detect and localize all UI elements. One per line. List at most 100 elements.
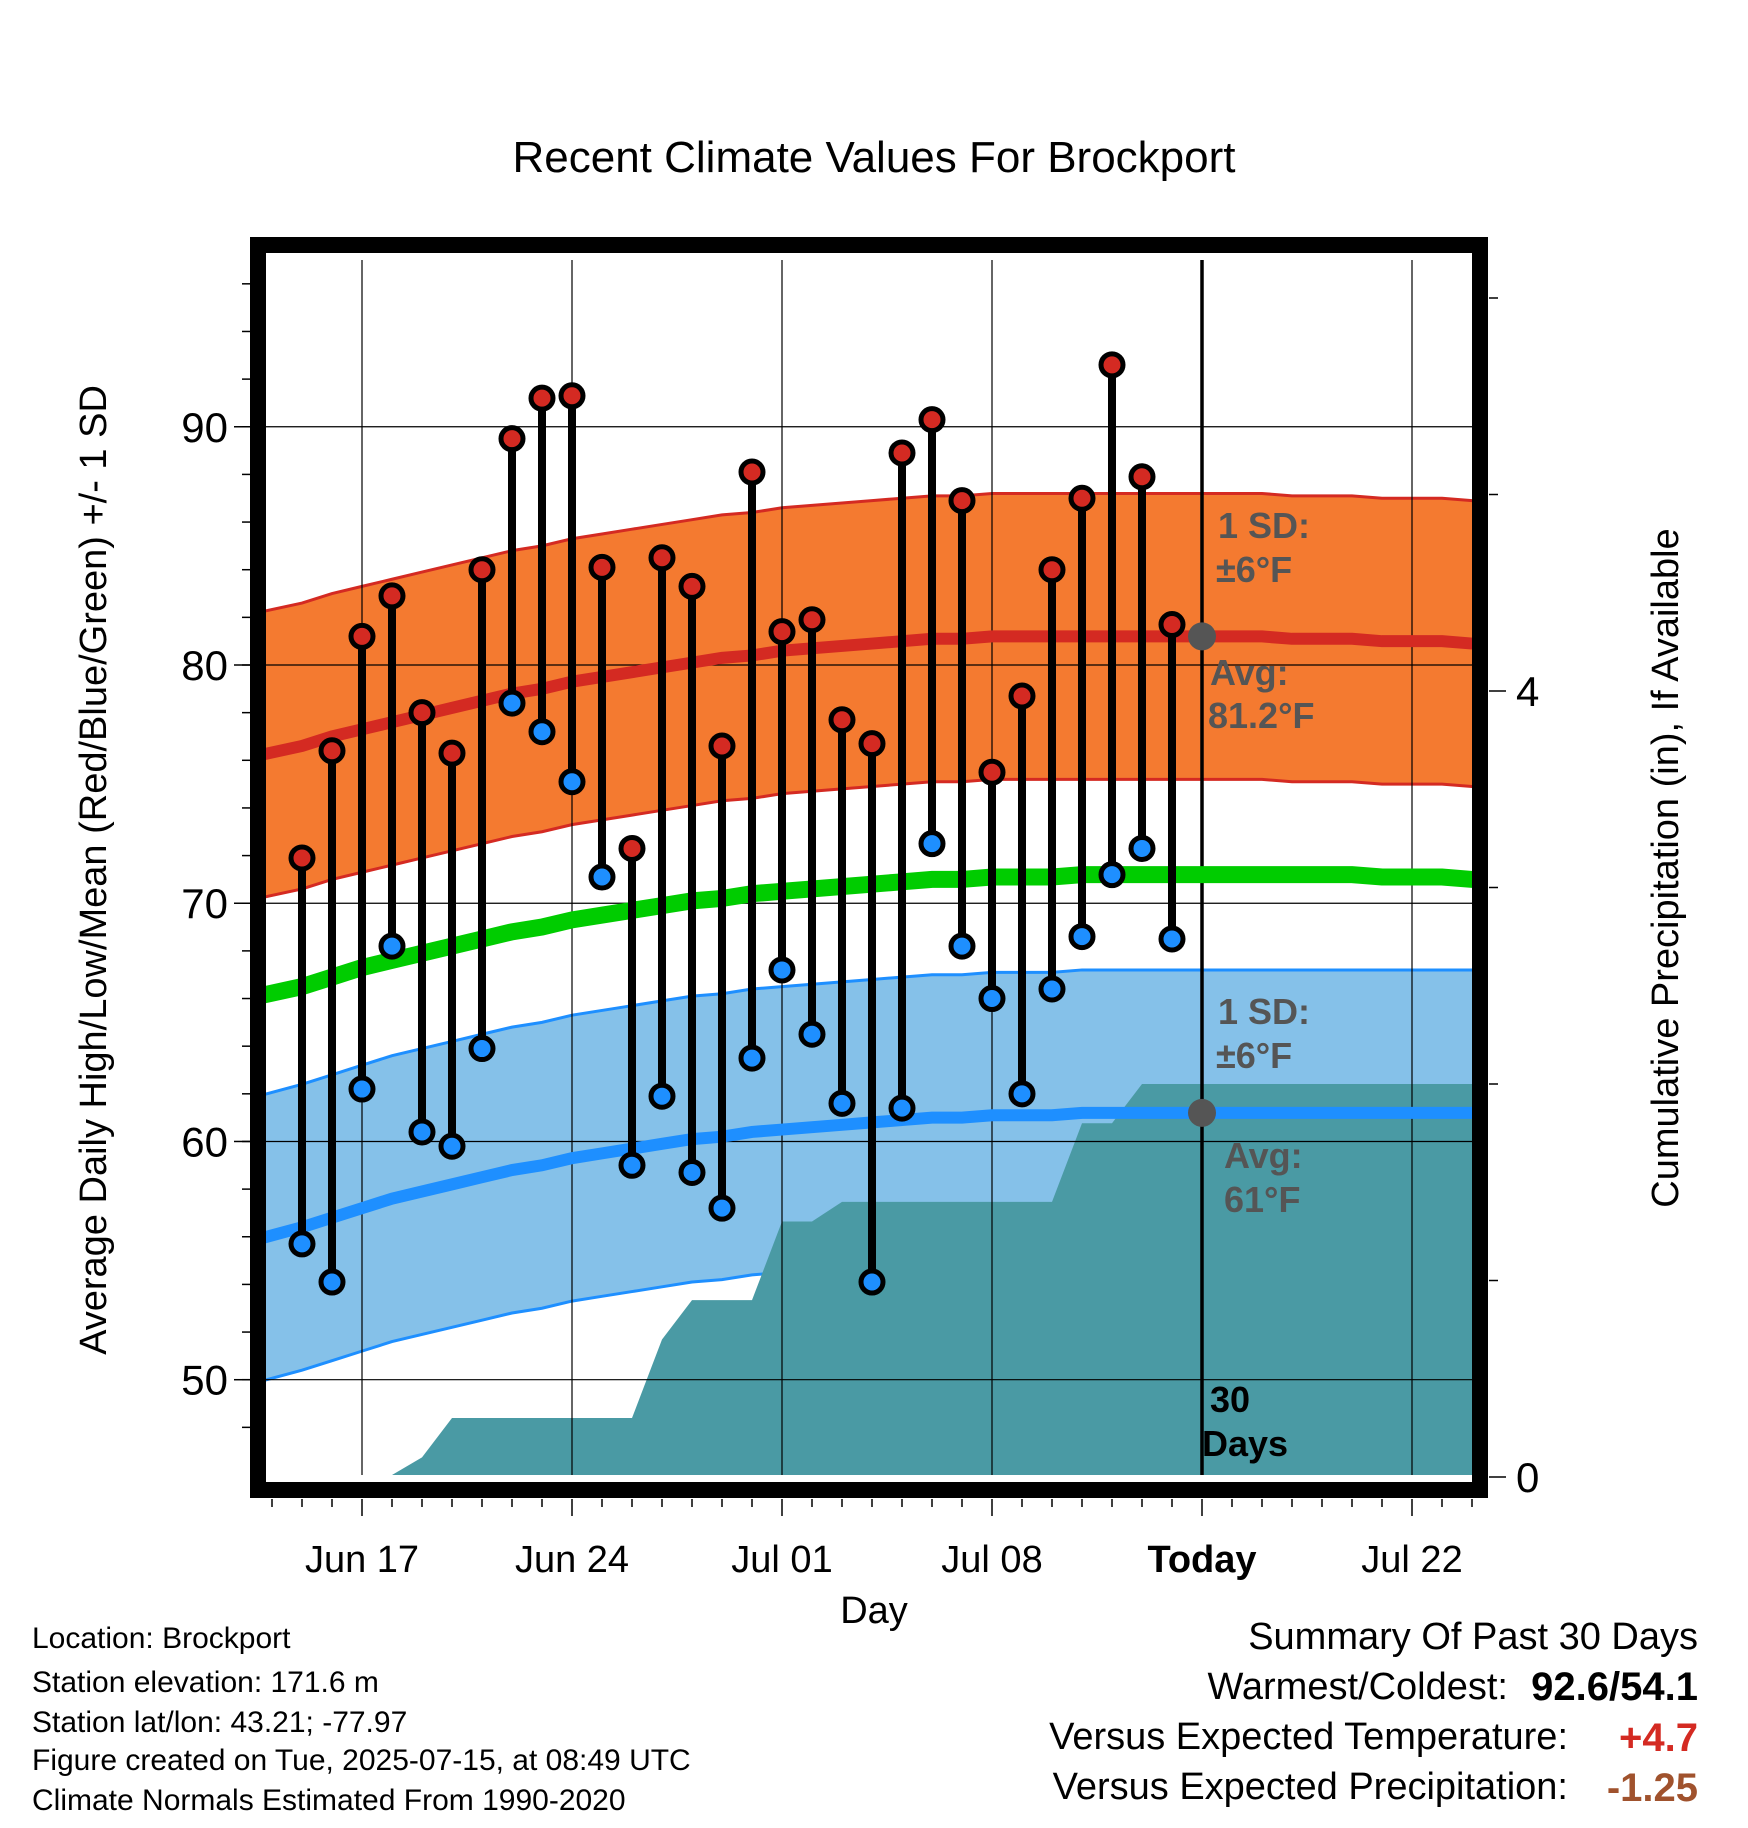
info-location: Location: Brockport — [32, 1622, 291, 1655]
observed-low-point — [798, 1020, 826, 1048]
info-latlon: Station lat/lon: 43.21; -77.97 — [32, 1706, 408, 1739]
high-avg-line — [258, 630, 1480, 762]
observed-low-point — [858, 1268, 886, 1296]
observed-low-point — [1158, 925, 1186, 953]
y-tick-label: 50 — [181, 1357, 228, 1404]
observed-low-point — [648, 1082, 676, 1110]
y-tick-label: 80 — [181, 642, 228, 689]
precip-annotation-days-label: Days — [1202, 1423, 1288, 1464]
high-sd-annotation-label: 1 SD: — [1218, 505, 1310, 546]
observed-high-point — [1098, 351, 1126, 379]
chart-title: Recent Climate Values For Brockport — [512, 133, 1235, 182]
high-avg-annotation-value: 81.2°F — [1208, 695, 1314, 736]
observed-high-point — [438, 739, 466, 767]
summary-temp-value: +4.7 — [1619, 1716, 1698, 1760]
x-axis-label: Day — [840, 1590, 908, 1632]
observed-low-point — [738, 1044, 766, 1072]
observed-high-point — [288, 844, 316, 872]
observed-high-point — [888, 439, 916, 467]
low-sd-upper-line — [258, 968, 1480, 1098]
observed-high-point — [798, 606, 826, 634]
precip-annotation-days-count: 30 — [1210, 1379, 1250, 1420]
observed-low-point — [558, 768, 586, 796]
observed-low-point — [498, 689, 526, 717]
info-normals: Climate Normals Estimated From 1990-2020 — [32, 1784, 626, 1817]
y-tick-label: 90 — [181, 404, 228, 451]
summary-title: Summary Of Past 30 Days — [1248, 1616, 1698, 1658]
high-sd-band — [258, 493, 1480, 899]
y-axis-label: Average Daily High/Low/Mean (Red/Blue/Gr… — [73, 385, 115, 1355]
low-avg-line — [258, 1106, 1480, 1245]
observed-high-point — [558, 382, 586, 410]
high-sd-lower-line — [258, 777, 1480, 900]
today-high-avg-marker — [1188, 622, 1216, 651]
summary-warmest-value: 92.6/54.1 — [1531, 1665, 1698, 1709]
observed-low-point — [348, 1075, 376, 1103]
observed-low-point — [408, 1118, 436, 1146]
observed-low-point — [1038, 975, 1066, 1003]
observed-high-point — [318, 737, 346, 765]
observed-high-point — [348, 622, 376, 650]
observed-low-point — [1098, 861, 1126, 889]
low-sd-annotation-value: ±6°F — [1216, 1035, 1292, 1076]
info-created: Figure created on Tue, 2025-07-15, at 08… — [32, 1744, 691, 1777]
observed-low-point — [918, 830, 946, 858]
observed-low-point — [768, 956, 796, 984]
observed-high-point — [1158, 611, 1186, 638]
summary-temp-label: Versus Expected Temperature: — [1049, 1716, 1568, 1758]
observed-low-point — [288, 1230, 316, 1258]
high-avg-annotation-label: Avg: — [1210, 652, 1289, 693]
observed-low-point — [588, 863, 616, 891]
observed-high-point — [978, 758, 1006, 786]
observed-low-point — [948, 932, 976, 960]
x-tick-label: Jul 08 — [941, 1539, 1042, 1581]
observed-low-point — [708, 1194, 736, 1222]
observed-high-point — [858, 730, 886, 758]
observed-high-point — [738, 458, 766, 486]
observed-low-point — [618, 1151, 646, 1179]
observed-high-point — [528, 384, 556, 412]
observed-low-point — [888, 1094, 916, 1122]
observed-low-point — [318, 1268, 346, 1296]
observed-high-point — [1008, 682, 1036, 710]
y2-axis-label: Cumulative Precipitation (in), If Availa… — [1645, 528, 1687, 1207]
observed-high-point — [828, 706, 856, 734]
observed-low-point — [1128, 834, 1156, 862]
observed-high-point — [468, 556, 496, 584]
observed-high-point — [918, 406, 946, 434]
y2-tick-label: 0 — [1516, 1454, 1539, 1501]
observed-low-point — [1008, 1080, 1036, 1108]
observed-high-point — [588, 553, 616, 581]
observed-low-point — [468, 1035, 496, 1063]
observed-high-point — [1068, 484, 1096, 512]
x-tick-label: Jun 24 — [515, 1539, 629, 1581]
observed-high-point — [678, 572, 706, 600]
low-sd-annotation-label: 1 SD: — [1218, 991, 1310, 1032]
observed-high-point — [648, 544, 676, 572]
observed-low-point — [978, 985, 1006, 1013]
observed-low-point — [1068, 923, 1096, 951]
observed-high-point — [378, 582, 406, 610]
y-tick-label: 70 — [181, 880, 228, 927]
high-sd-annotation-value: ±6°F — [1216, 549, 1292, 590]
observed-low-point — [378, 932, 406, 960]
x-tick-label: Jun 17 — [305, 1539, 419, 1581]
low-avg-annotation-value: 61°F — [1224, 1179, 1300, 1220]
observed-high-point — [768, 618, 796, 646]
info-elevation: Station elevation: 171.6 m — [32, 1666, 379, 1699]
mean-avg-line — [258, 866, 1480, 1005]
y2-tick-label: 4 — [1516, 668, 1539, 715]
low-avg-annotation-label: Avg: — [1224, 1135, 1303, 1176]
today-low-avg-marker — [1188, 1098, 1216, 1127]
x-tick-label: Jul 22 — [1361, 1539, 1462, 1581]
observed-low-point — [678, 1158, 706, 1186]
observed-low-point — [438, 1132, 466, 1160]
observed-high-point — [408, 699, 436, 727]
summary-precip-value: -1.25 — [1606, 1766, 1698, 1810]
observed-high-point — [618, 834, 646, 862]
x-tick-label: Today — [1147, 1539, 1256, 1581]
observed-low-point — [528, 718, 556, 746]
observed-high-point — [498, 425, 526, 453]
